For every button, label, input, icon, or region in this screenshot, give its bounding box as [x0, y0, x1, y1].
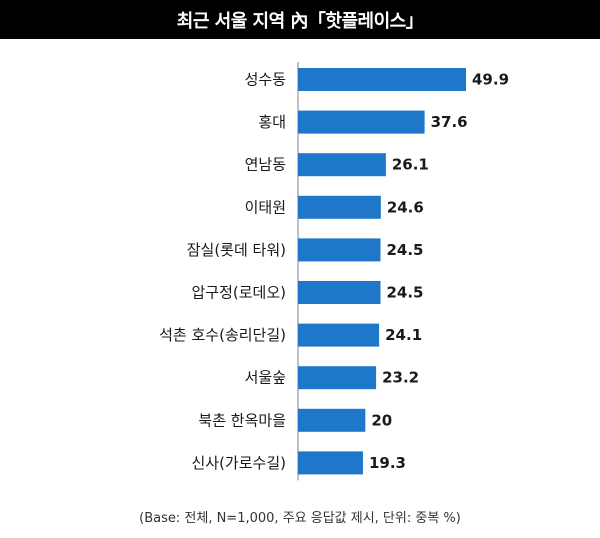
value-label: 19.3 — [369, 454, 406, 472]
category-label: 석촌 호수(송리단길) — [159, 326, 286, 344]
bar — [298, 153, 386, 177]
value-label: 37.6 — [431, 113, 468, 131]
title-bar: 최근 서울 지역 內「핫플레이스」 — [0, 0, 600, 39]
value-label: 23.2 — [382, 369, 419, 387]
category-label: 이태원 — [245, 198, 286, 216]
category-label: 성수동 — [245, 71, 287, 89]
footnote: (Base: 전체, N=1,000, 주요 응답값 제시, 단위: 중복 %) — [139, 511, 461, 526]
bar — [298, 451, 363, 475]
value-label: 24.5 — [386, 284, 423, 302]
bar — [298, 366, 377, 390]
bar — [298, 323, 380, 347]
chart-title: 최근 서울 지역 內「핫플레이스」 — [176, 10, 424, 32]
category-label: 연남동 — [245, 156, 287, 174]
bar — [298, 110, 425, 134]
category-label: 홍대 — [258, 113, 286, 131]
category-label: 신사(가로수길) — [191, 454, 286, 472]
bar-chart: 성수동 49.9 홍대 37.6 연남동 26.1 이태원 24.6 잠실(롯데 타워) 24.5… — [159, 62, 509, 481]
value-label: 24.5 — [386, 241, 423, 259]
category-label: 북촌 한옥마을 — [198, 411, 286, 429]
value-label: 24.6 — [387, 198, 424, 216]
bar — [298, 238, 381, 262]
category-label: 잠실(롯데 타워) — [187, 241, 286, 259]
category-label: 서울숲 — [245, 369, 286, 387]
category-label: 압구정(로데오) — [191, 284, 286, 302]
bar — [298, 68, 466, 91]
bar — [298, 408, 366, 432]
value-label: 24.1 — [385, 326, 422, 344]
bar — [298, 195, 381, 219]
value-label: 49.9 — [472, 71, 509, 89]
bar — [298, 281, 381, 304]
value-label: 26.1 — [392, 156, 429, 174]
value-label: 20 — [371, 411, 392, 429]
